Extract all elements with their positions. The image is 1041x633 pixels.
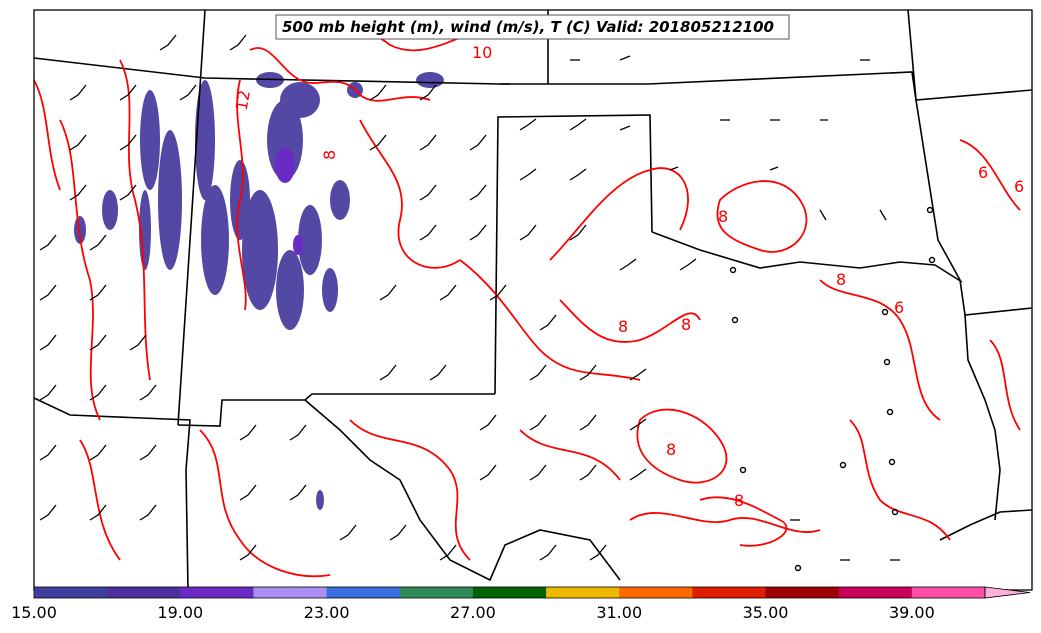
contour-label: 8 [734, 491, 744, 510]
contour-label: 6 [978, 163, 988, 182]
colorbar-tick-label: 35.00 [743, 603, 789, 622]
contour-label: 8 [836, 270, 846, 289]
contour-label: 6 [894, 298, 904, 317]
colorbar-segment [34, 587, 108, 598]
colorbar-segment [765, 587, 840, 598]
colorbar-segment [546, 587, 620, 598]
contour-label: 12 [232, 89, 254, 112]
calm-wind-markers [729, 206, 936, 572]
colorbar-tick-label: 39.00 [889, 603, 935, 622]
colorbar-segment [326, 587, 401, 598]
colorbar-segment [911, 587, 986, 598]
colorbar-tick-label: 15.00 [11, 603, 57, 622]
map-title-box: 500 mb height (m), wind (m/s), T (C) Val… [275, 14, 790, 40]
colorbar-segment [253, 587, 328, 598]
colorbar-tick-label: 31.00 [596, 603, 642, 622]
colorbar-tick-label: 27.00 [450, 603, 496, 622]
wind-barbs [39, 34, 900, 561]
contour-label: 8 [618, 317, 628, 336]
state-boundaries [33, 9, 1033, 591]
shaded-wind-peak [275, 147, 303, 255]
colorbar-tick-label: 19.00 [157, 603, 203, 622]
colorbar-segment [472, 587, 547, 598]
colorbar-segment [838, 587, 913, 598]
contour-label: 10 [472, 43, 492, 62]
colorbar-tick-label: 23.00 [304, 603, 350, 622]
shaded-wind-field [74, 72, 444, 510]
colorbar-outline [33, 586, 986, 599]
contour-labels: 10 12 8 8 8 8 8 8 8 6 6 6 [232, 43, 1024, 510]
contour-label: 8 [718, 207, 728, 226]
temperature-contours [33, 28, 1021, 578]
colorbar: 15.00 19.00 23.00 27.00 31.00 35.00 39.00 [11, 586, 1031, 622]
contour-label: 8 [666, 440, 676, 459]
colorbar-segment [399, 587, 474, 598]
contour-label: 8 [320, 150, 339, 160]
contour-label: 6 [1014, 177, 1024, 196]
colorbar-segment [692, 587, 767, 598]
colorbar-segment [107, 587, 181, 598]
map-title: 500 mb height (m), wind (m/s), T (C) Val… [282, 18, 774, 36]
colorbar-segment [180, 587, 254, 598]
colorbar-segment [619, 587, 693, 598]
contour-label: 8 [681, 315, 691, 334]
